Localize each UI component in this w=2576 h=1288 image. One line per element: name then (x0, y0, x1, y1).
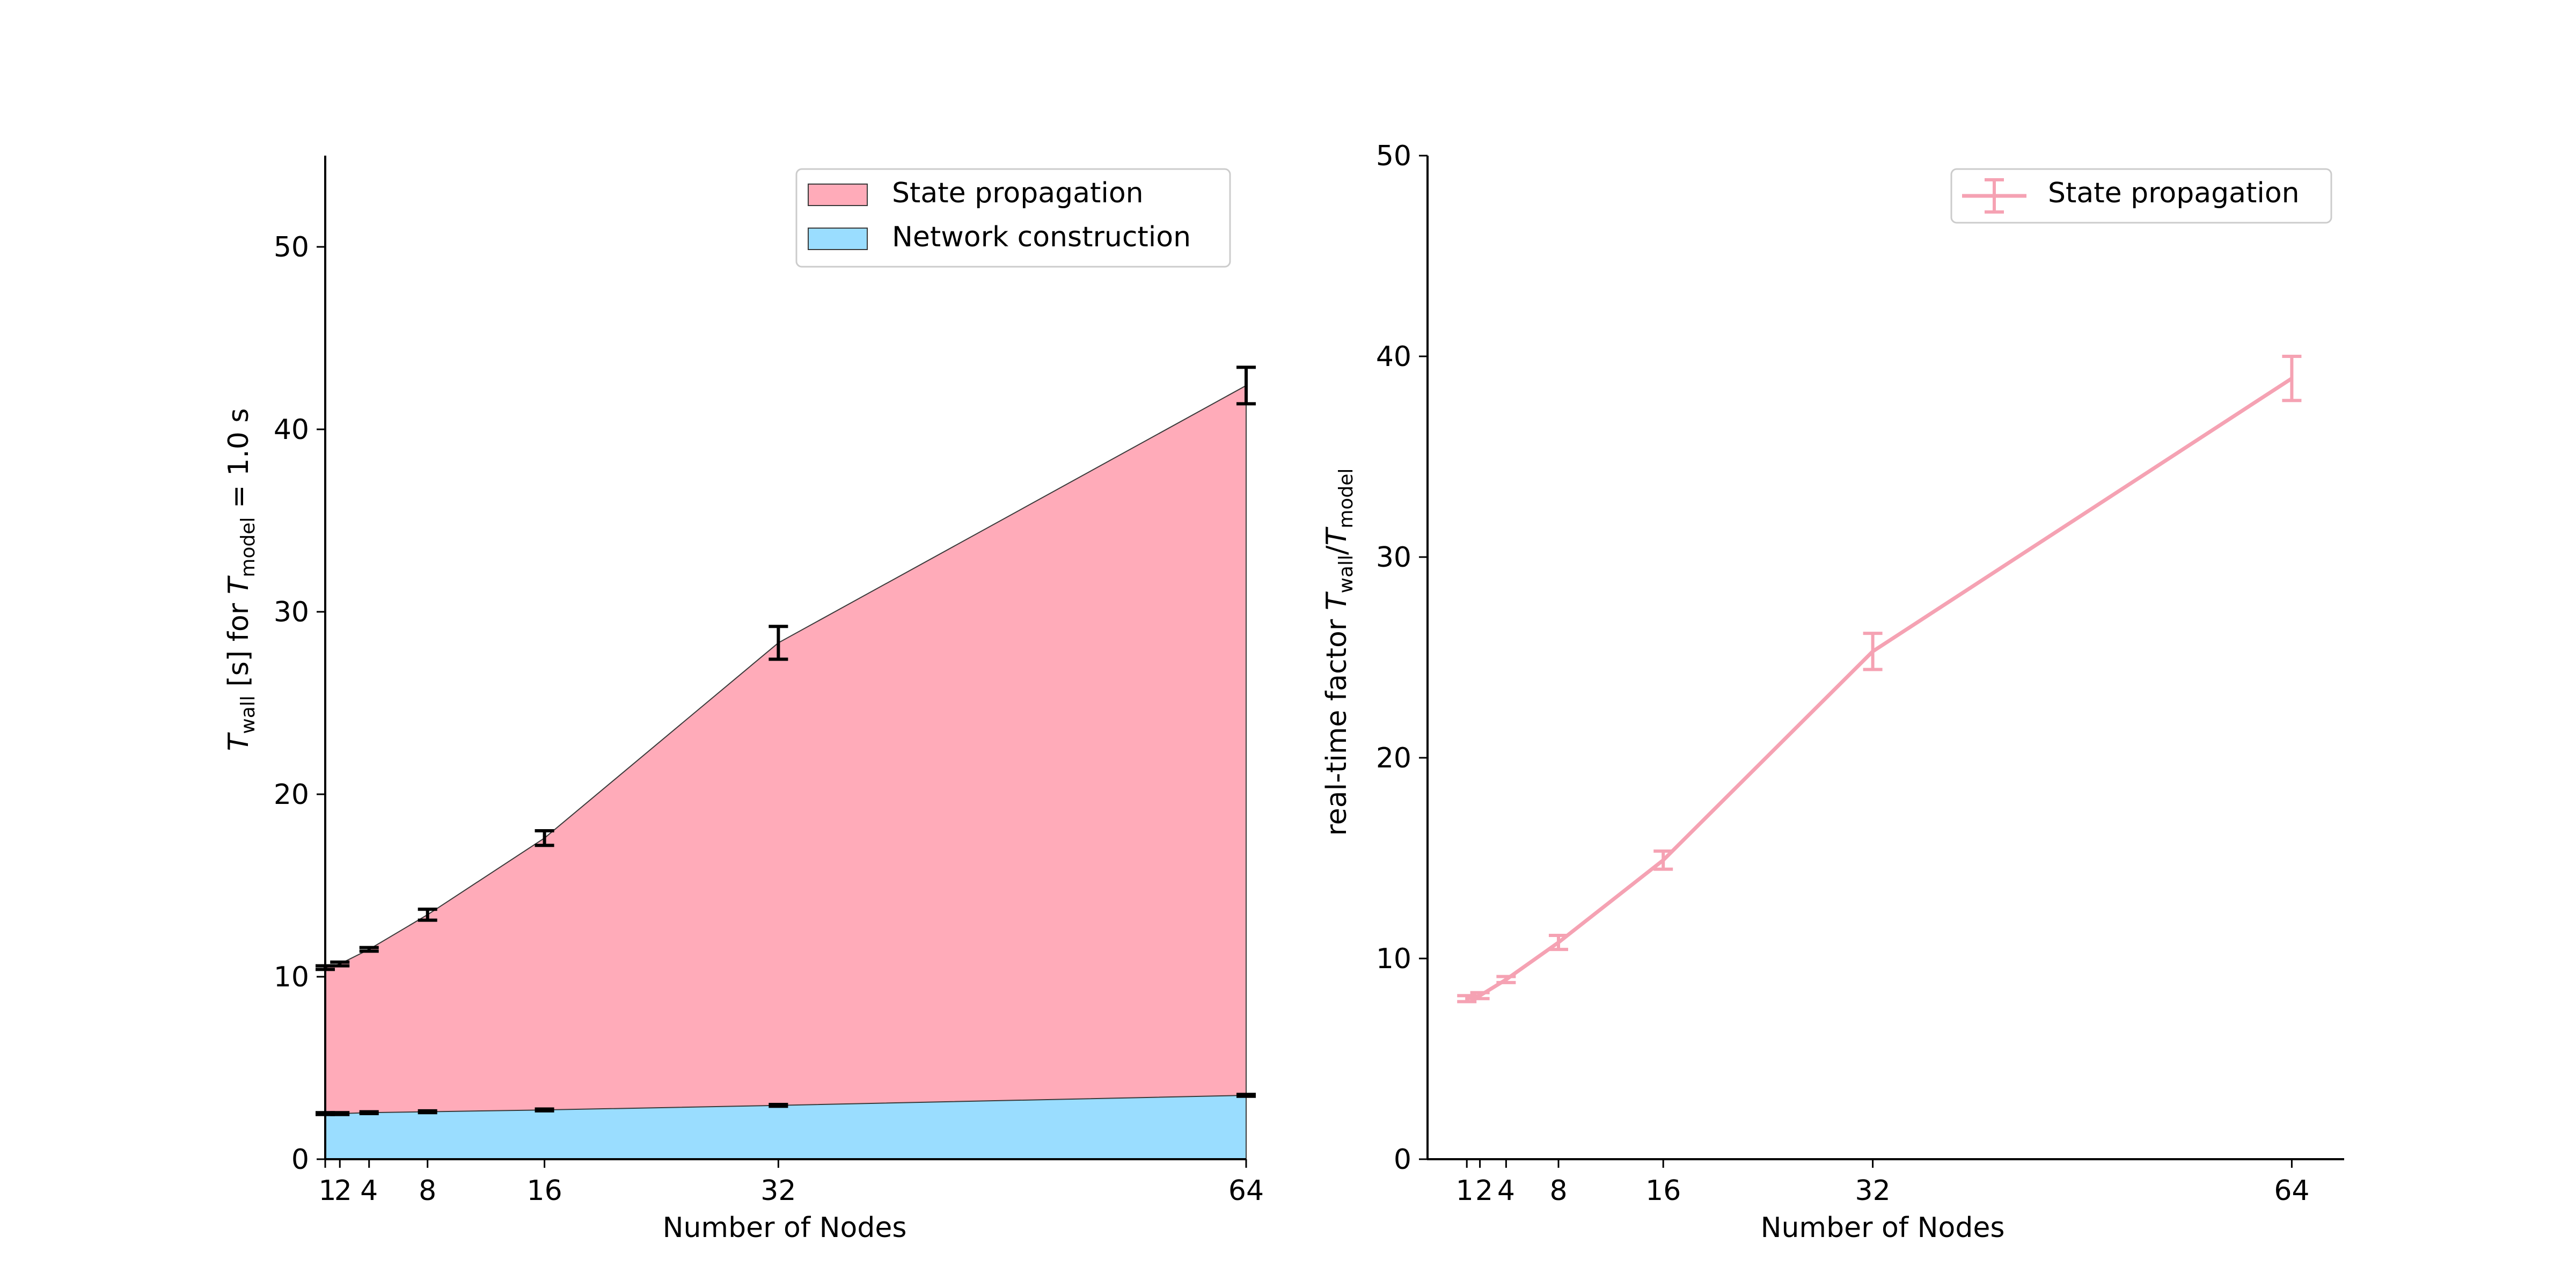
right-axes (1426, 156, 2344, 1160)
left-error-bars (316, 365, 1256, 1116)
left-xtick-label-4: 4 (360, 1175, 378, 1207)
network-errorbar-n32 (769, 1103, 788, 1108)
left-legend-frame (795, 168, 1231, 268)
left-y-axis-label: Twall [s] for Tmodel = 1.0 s (223, 408, 259, 751)
network-errorbar-n16 (535, 1107, 554, 1113)
right-chart: 0 10 20 30 40 50 1 2 4 8 16 32 64 Number of Nodes r… (1321, 140, 2344, 1244)
state-errorbar-n32 (769, 625, 788, 661)
left-x-axis-label: Number of Nodes (663, 1212, 907, 1244)
left-ytick-label-50: 50 (274, 231, 309, 264)
right-ytick-label-30: 30 (1376, 541, 1411, 574)
legend-label-state-propagation: State propagation (892, 177, 1144, 209)
state-errorbar-n2 (330, 960, 350, 968)
right-y-axis-label: real-time factor Twall/Tmodel (1321, 469, 1357, 836)
line-state-propagation (1466, 377, 2293, 1001)
left-stacked-areas (325, 385, 1247, 1159)
right-errorbar-n16 (1653, 849, 1673, 871)
right-ytick-label-10: 10 (1376, 943, 1411, 975)
right-x-axis-label: Number of Nodes (1761, 1212, 2005, 1244)
left-xtick-label-16: 16 (526, 1175, 562, 1207)
area-network-construction (325, 1095, 1246, 1159)
right-series (1457, 355, 2302, 1004)
right-ytick-label-0: 0 (1394, 1144, 1411, 1176)
left-xtick-label-8: 8 (419, 1175, 436, 1207)
left-xtick-label-32: 32 (760, 1175, 796, 1207)
right-errorbar-n2 (1470, 991, 1490, 1000)
network-errorbar-n8 (418, 1109, 437, 1115)
right-errorbar-n32 (1863, 632, 1883, 671)
right-errorbar-n4 (1496, 975, 1516, 984)
right-ytick-label-20: 20 (1376, 742, 1411, 774)
right-xtick-label-8: 8 (1549, 1175, 1567, 1207)
legend-handle-state-propagation (1962, 178, 2026, 214)
right-errorbar-n1 (1457, 994, 1477, 1004)
left-x-ticks: 12 4 8 16 32 64 (318, 1159, 1264, 1207)
legend-swatch-state-propagation (808, 184, 868, 206)
right-xtick-label-2: 2 (1475, 1175, 1493, 1207)
right-xtick-label-16: 16 (1645, 1175, 1681, 1207)
right-xtick-label-32: 32 (1855, 1175, 1891, 1207)
legend-swatch-network-construction (808, 228, 868, 250)
right-xtick-label-1: 1 (1456, 1175, 1474, 1207)
right-legend: State propagation (1950, 168, 2332, 224)
state-errorbar-n16 (535, 829, 554, 847)
right-errorbar-n8 (1549, 933, 1568, 952)
network-errorbar-n64 (1236, 1093, 1256, 1098)
left-xtick-label-64: 64 (1228, 1175, 1264, 1207)
left-axes (324, 156, 1246, 1160)
left-ytick-label-30: 30 (274, 596, 309, 628)
right-ytick-label-50: 50 (1376, 140, 1411, 172)
left-legend: State propagation Network construction (795, 168, 1231, 268)
network-errorbar-n4 (359, 1110, 379, 1115)
state-errorbar-n4 (359, 946, 379, 953)
right-x-ticks: 1 2 4 8 16 32 64 (1456, 1159, 2309, 1207)
legend-handle-errorbar (1985, 178, 2004, 214)
left-y-ticks: 0 10 20 30 40 50 (274, 231, 325, 1176)
state-errorbar-n8 (418, 908, 437, 922)
right-xtick-label-64: 64 (2274, 1175, 2309, 1207)
right-y-ticks: 0 10 20 30 40 50 (1376, 140, 1428, 1176)
network-errorbar-n2 (330, 1111, 350, 1116)
left-xtick-label-2: 2 (334, 1175, 352, 1207)
right-legend-frame (1950, 168, 2332, 224)
area-state-propagation (325, 385, 1246, 1114)
right-xtick-label-4: 4 (1497, 1175, 1515, 1207)
left-ytick-label-10: 10 (274, 961, 309, 993)
left-ytick-label-20: 20 (274, 779, 309, 811)
left-ytick-label-40: 40 (274, 414, 309, 446)
right-legend-label-state-propagation: State propagation (2048, 177, 2300, 209)
left-xtick-label-1: 1 (318, 1175, 336, 1207)
legend-label-network-construction: Network construction (892, 221, 1191, 253)
left-ytick-label-0: 0 (291, 1144, 309, 1176)
state-errorbar-n64 (1236, 365, 1256, 406)
left-chart: 0 10 20 30 40 50 12 4 8 16 32 64 Number of Nodes T… (223, 156, 1264, 1244)
right-errorbar-n64 (2282, 355, 2302, 402)
right-ytick-label-40: 40 (1376, 341, 1411, 373)
